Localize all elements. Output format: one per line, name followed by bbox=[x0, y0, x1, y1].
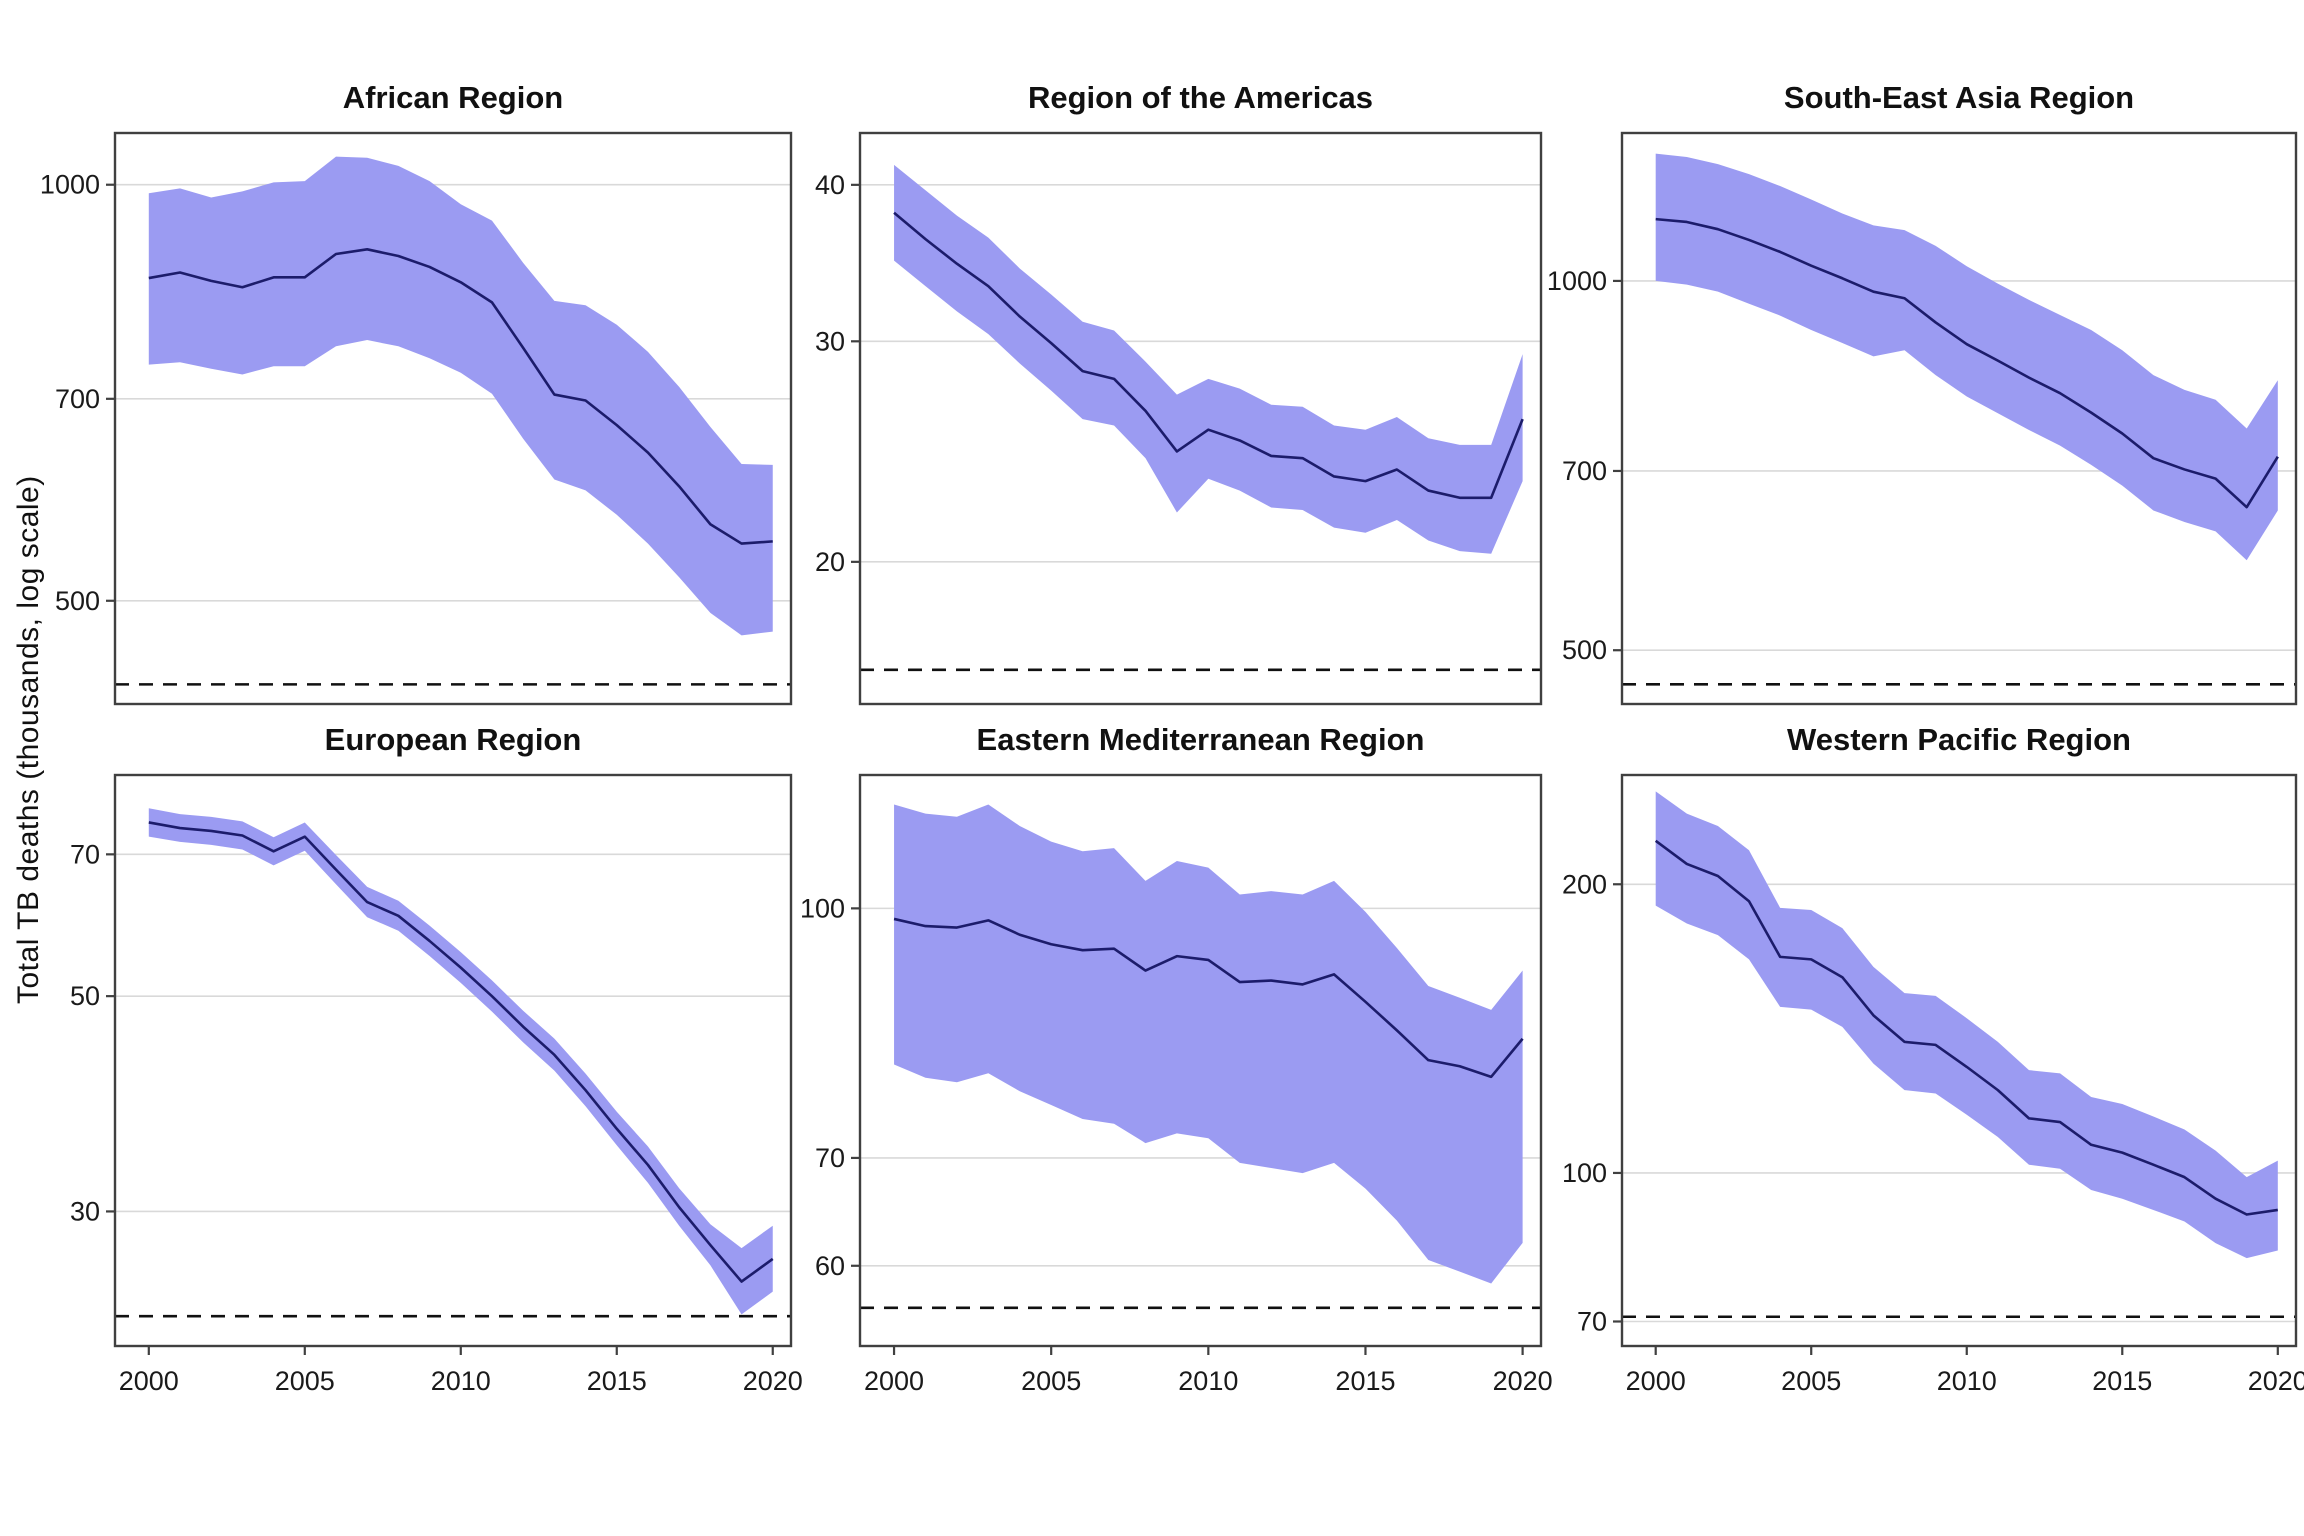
estimate-line bbox=[1655, 217, 2279, 509]
y-tick-label: 30 bbox=[815, 326, 845, 356]
x-tick-label: 2015 bbox=[1335, 1366, 1395, 1396]
x-tick-label: 2000 bbox=[864, 1366, 924, 1396]
panel-title: African Region bbox=[342, 80, 564, 115]
panel-border bbox=[1620, 131, 2298, 706]
estimate-line bbox=[1654, 839, 2278, 1216]
uncertainty-ribbon bbox=[148, 156, 773, 636]
x-tick-label: 2010 bbox=[1178, 1366, 1238, 1396]
x-tick-label: 2005 bbox=[275, 1366, 335, 1396]
panel-title: European Region bbox=[324, 722, 582, 757]
y-tick-label: 100 bbox=[800, 893, 845, 923]
x-tick-label: 2005 bbox=[1781, 1366, 1841, 1396]
panel-title: South-East Asia Region bbox=[1783, 80, 2135, 115]
y-tick-label: 60 bbox=[815, 1251, 845, 1281]
y-tick-label: 200 bbox=[1562, 869, 1607, 899]
uncertainty-ribbon bbox=[894, 804, 1523, 1284]
uncertainty-ribbon bbox=[894, 164, 1523, 554]
uncertainty-ribbon bbox=[148, 808, 773, 1315]
panel-border bbox=[858, 773, 1543, 1348]
y-tick-label: 1000 bbox=[1547, 266, 1607, 296]
y-tick-label: 500 bbox=[55, 586, 100, 616]
y-tick-label: 70 bbox=[815, 1143, 845, 1173]
panel-title: Western Pacific Region bbox=[1787, 722, 2131, 757]
y-tick-label: 50 bbox=[70, 981, 100, 1011]
panel-border bbox=[113, 773, 793, 1348]
y-tick-label: 20 bbox=[815, 547, 845, 577]
estimate-line bbox=[893, 211, 1524, 500]
estimate-line bbox=[148, 821, 774, 1283]
x-tick-label: 2005 bbox=[1021, 1366, 1081, 1396]
uncertainty-ribbon bbox=[1655, 153, 2278, 561]
estimate-line bbox=[893, 917, 1524, 1079]
y-tick-label: 70 bbox=[70, 839, 100, 869]
y-tick-label: 700 bbox=[55, 384, 100, 414]
panel-title: Eastern Mediterranean Region bbox=[976, 722, 1425, 757]
x-tick-label: 2015 bbox=[587, 1366, 647, 1396]
uncertainty-ribbon bbox=[1655, 791, 2278, 1259]
y-tick-label: 40 bbox=[815, 170, 845, 200]
x-tick-label: 2020 bbox=[1493, 1366, 1553, 1396]
x-tick-label: 2000 bbox=[119, 1366, 179, 1396]
y-tick-label: 70 bbox=[1577, 1306, 1607, 1336]
y-tick-label: 100 bbox=[1562, 1158, 1607, 1188]
panel-title: Region of the Americas bbox=[1027, 80, 1374, 115]
y-tick-label: 700 bbox=[1562, 456, 1607, 486]
x-tick-label: 2000 bbox=[1626, 1366, 1686, 1396]
x-tick-label: 2010 bbox=[431, 1366, 491, 1396]
y-tick-label: 500 bbox=[1562, 635, 1607, 665]
x-tick-label: 2010 bbox=[1937, 1366, 1997, 1396]
panel-border bbox=[858, 131, 1543, 706]
x-tick-label: 2015 bbox=[2092, 1366, 2152, 1396]
estimate-line bbox=[148, 248, 773, 545]
x-tick-label: 2020 bbox=[743, 1366, 803, 1396]
y-tick-label: 1000 bbox=[40, 170, 100, 200]
panel-border bbox=[1620, 773, 2298, 1348]
x-tick-label: 2020 bbox=[2248, 1366, 2304, 1396]
y-tick-label: 30 bbox=[70, 1196, 100, 1226]
panel-border bbox=[113, 131, 793, 706]
